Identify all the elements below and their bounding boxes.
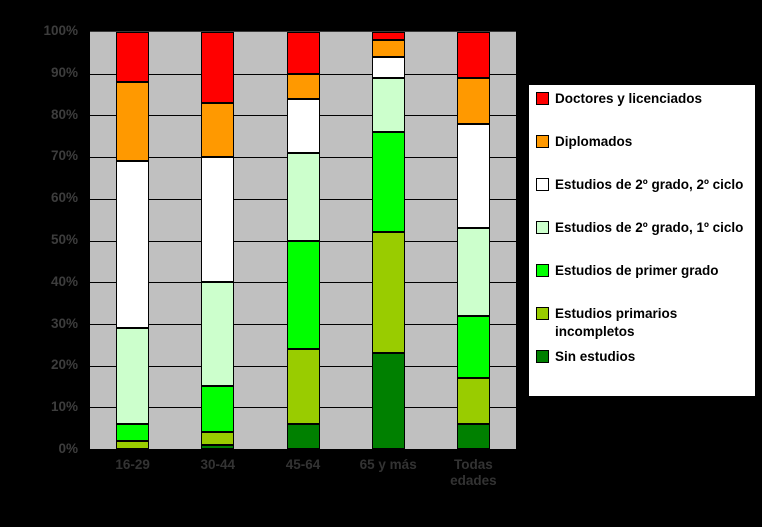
bar-segment <box>286 32 320 74</box>
x-tick-label: 45-64 <box>285 457 321 472</box>
bar-segment <box>456 315 490 379</box>
legend-item: Estudios de 2º grado, 2º ciclo <box>536 176 753 219</box>
x-tick-label: 65 y más <box>359 457 417 472</box>
bar-segment <box>371 32 405 41</box>
bar-segment <box>201 444 235 449</box>
bar-segment <box>116 328 150 424</box>
legend-label: Sin estudios <box>555 349 636 364</box>
bar-segment <box>371 57 405 78</box>
legend-label: Estudios de 2º grado, 2º ciclo <box>555 177 744 192</box>
bar-segment <box>371 132 405 233</box>
x-tick-label: 16-29 <box>115 457 150 472</box>
stacked-bar-1 <box>201 32 235 449</box>
bar-segment <box>201 282 235 387</box>
legend-swatch-icon <box>536 92 549 105</box>
bar-segment <box>371 40 405 58</box>
bar-segment <box>286 240 320 349</box>
stacked-bar-3 <box>371 32 405 449</box>
y-tick-label: 10% <box>50 399 78 415</box>
y-tick-label: 30% <box>50 315 78 331</box>
bar-segment <box>371 353 405 449</box>
bar-segment <box>116 161 150 329</box>
legend-swatch-icon <box>536 264 549 277</box>
legend-label: Doctores y licenciados <box>555 91 703 106</box>
x-tick-label: Todas edades <box>450 457 497 488</box>
y-tick-label: 0% <box>58 441 78 456</box>
bar-segment <box>116 82 150 162</box>
y-tick-label: 40% <box>50 273 78 289</box>
legend-item: Diplomados <box>536 133 753 176</box>
bar-segment <box>456 77 490 124</box>
y-tick-label: 60% <box>50 190 78 206</box>
bar-segment <box>116 32 150 83</box>
legend-item: Estudios de primer grado <box>536 262 753 305</box>
bar-segment <box>201 102 235 158</box>
bar-segment <box>286 423 320 449</box>
bar-segment <box>456 423 490 449</box>
stacked-bar-4 <box>456 32 490 449</box>
bar-segment <box>286 73 320 99</box>
stacked-bar-2 <box>286 32 320 449</box>
bar-segment <box>201 432 235 445</box>
legend-label: Estudios primarios incompletos <box>555 306 678 339</box>
legend-swatch-icon <box>536 221 549 234</box>
legend-swatch-icon <box>536 178 549 191</box>
y-tick-label: 90% <box>50 64 78 80</box>
legend-item: Estudios primarios incompletos <box>536 305 753 348</box>
legend-swatch-icon <box>536 350 549 363</box>
y-tick-label: 20% <box>50 357 78 373</box>
bar-segment <box>456 378 490 424</box>
legend-label: Estudios de 2º grado, 1º ciclo <box>555 220 744 235</box>
bar-segment <box>286 348 320 424</box>
bar-segment <box>371 232 405 354</box>
bar-segment <box>201 157 235 283</box>
stacked-bar-0 <box>116 32 150 449</box>
legend: Doctores y licenciados Diplomados Estudios… <box>527 83 757 398</box>
bar-segment <box>456 123 490 229</box>
legend-item: Sin estudios <box>536 348 753 391</box>
plot-area <box>90 31 516 449</box>
legend-swatch-icon <box>536 135 549 148</box>
y-tick-label: 80% <box>50 106 78 122</box>
bar-segment <box>286 98 320 153</box>
y-tick-label: 100% <box>43 23 78 38</box>
legend-label: Diplomados <box>555 134 633 149</box>
bar-segment <box>201 32 235 103</box>
legend-item: Estudios de 2º grado, 1º ciclo <box>536 219 753 262</box>
x-tick-label: 30-44 <box>200 457 236 472</box>
bar-segment <box>371 77 405 133</box>
bar-segment <box>456 32 490 78</box>
legend-label: Estudios de primer grado <box>555 263 719 278</box>
y-tick-label: 70% <box>50 148 78 164</box>
bar-segment <box>286 152 320 241</box>
y-tick-label: 50% <box>50 232 78 247</box>
bar-segment <box>456 228 490 316</box>
bar-segment <box>116 424 150 441</box>
legend-item: Doctores y licenciados <box>536 90 753 133</box>
bar-segment <box>116 440 150 449</box>
bar-segment <box>201 386 235 433</box>
legend-swatch-icon <box>536 307 549 320</box>
